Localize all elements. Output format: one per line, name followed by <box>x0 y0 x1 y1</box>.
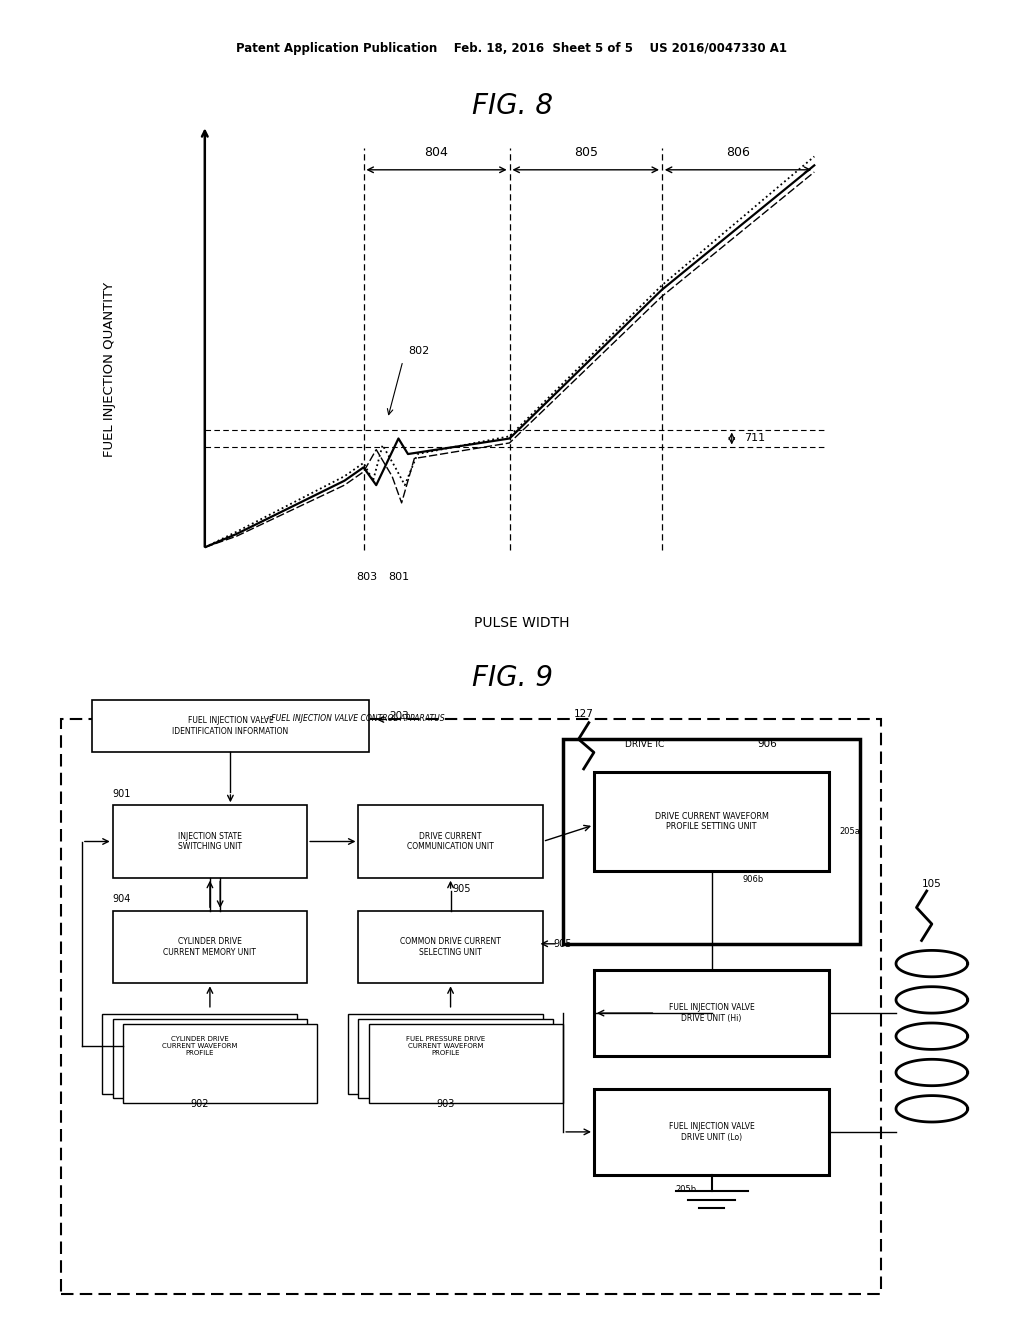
Bar <box>92 700 369 752</box>
Bar <box>594 772 829 871</box>
Bar <box>369 1024 563 1104</box>
Text: DRIVE CURRENT
COMMUNICATION UNIT: DRIVE CURRENT COMMUNICATION UNIT <box>408 832 494 851</box>
Bar <box>102 1014 297 1093</box>
Text: INJECTION STATE
SWITCHING UNIT: INJECTION STATE SWITCHING UNIT <box>178 832 242 851</box>
Bar <box>358 911 543 983</box>
Text: 804: 804 <box>425 145 449 158</box>
Text: 905: 905 <box>453 884 471 895</box>
Bar <box>61 719 881 1294</box>
Text: 906: 906 <box>758 739 777 750</box>
Bar <box>358 805 543 878</box>
Text: CYLINDER DRIVE
CURRENT MEMORY UNIT: CYLINDER DRIVE CURRENT MEMORY UNIT <box>164 937 256 957</box>
Text: Patent Application Publication    Feb. 18, 2016  Sheet 5 of 5    US 2016/0047330: Patent Application Publication Feb. 18, … <box>237 42 787 55</box>
Text: FUEL INJECTION QUANTITY: FUEL INJECTION QUANTITY <box>103 282 116 457</box>
Text: 802: 802 <box>408 346 429 356</box>
Bar <box>594 970 829 1056</box>
Text: DRIVE CURRENT WAVEFORM
PROFILE SETTING UNIT: DRIVE CURRENT WAVEFORM PROFILE SETTING U… <box>654 812 769 832</box>
Text: 801: 801 <box>388 572 409 582</box>
Text: PULSE WIDTH: PULSE WIDTH <box>474 616 570 630</box>
Bar <box>123 1024 317 1104</box>
Text: 105: 105 <box>922 879 941 890</box>
Text: FUEL INJECTION VALVE
IDENTIFICATION INFORMATION: FUEL INJECTION VALVE IDENTIFICATION INFO… <box>172 717 289 735</box>
Bar <box>594 1089 829 1175</box>
Text: 901: 901 <box>113 788 131 799</box>
Text: DRIVE IC: DRIVE IC <box>626 741 665 748</box>
Text: 903: 903 <box>436 1098 455 1109</box>
Bar <box>113 911 307 983</box>
Text: 203: 203 <box>389 711 409 721</box>
Bar <box>563 739 860 944</box>
Bar <box>358 1019 553 1098</box>
Text: FUEL INJECTION VALVE
DRIVE UNIT (Lo): FUEL INJECTION VALVE DRIVE UNIT (Lo) <box>669 1122 755 1142</box>
Text: 205a: 205a <box>840 828 860 836</box>
Text: - - FUEL INJECTION VALVE CONTROL APPARATUS - -: - - FUEL INJECTION VALVE CONTROL APPARAT… <box>261 714 456 722</box>
Text: FUEL INJECTION VALVE
DRIVE UNIT (Hi): FUEL INJECTION VALVE DRIVE UNIT (Hi) <box>669 1003 755 1023</box>
Text: 806: 806 <box>726 145 750 158</box>
Text: FUEL PRESSURE DRIVE
CURRENT WAVEFORM
PROFILE: FUEL PRESSURE DRIVE CURRENT WAVEFORM PRO… <box>406 1036 485 1056</box>
Text: 127: 127 <box>573 709 594 719</box>
Text: 905: 905 <box>553 939 571 949</box>
Text: 902: 902 <box>190 1098 209 1109</box>
Text: 205b: 205b <box>676 1185 696 1193</box>
Text: FIG. 9: FIG. 9 <box>471 664 553 692</box>
Text: FIG. 8: FIG. 8 <box>471 92 553 120</box>
Text: 805: 805 <box>573 145 598 158</box>
Text: 906b: 906b <box>742 874 764 883</box>
Text: 904: 904 <box>113 894 131 904</box>
Text: COMMON DRIVE CURRENT
SELECTING UNIT: COMMON DRIVE CURRENT SELECTING UNIT <box>400 937 501 957</box>
Bar <box>113 1019 307 1098</box>
Bar <box>113 805 307 878</box>
Text: CYLINDER DRIVE
CURRENT WAVEFORM
PROFILE: CYLINDER DRIVE CURRENT WAVEFORM PROFILE <box>162 1036 238 1056</box>
Text: 711: 711 <box>744 433 766 444</box>
Bar <box>348 1014 543 1093</box>
Text: 803: 803 <box>356 572 377 582</box>
